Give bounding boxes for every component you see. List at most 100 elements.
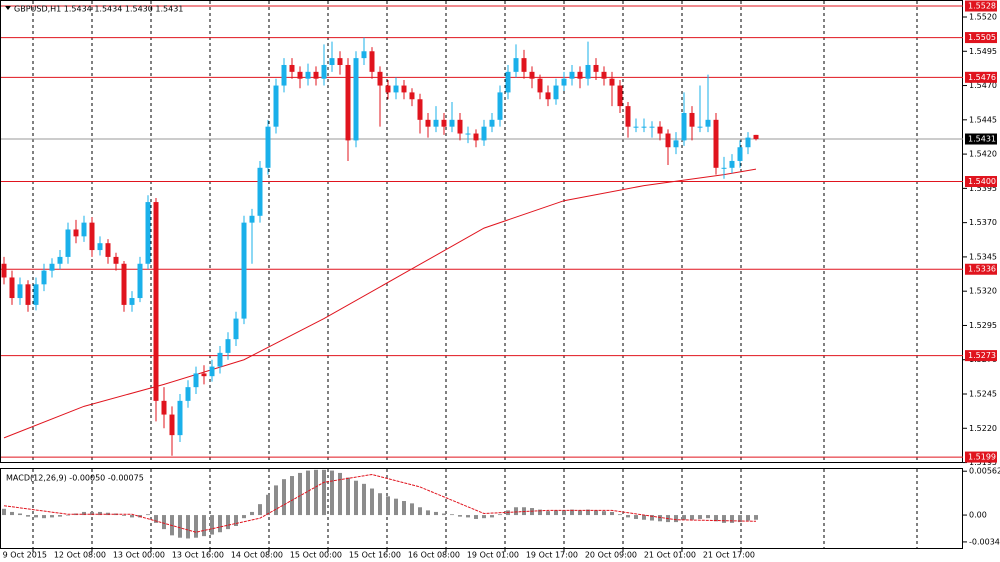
macd-bar	[282, 479, 286, 516]
candle-body	[505, 71, 511, 93]
macd-title: MACD(12,26,9) -0.00050 -0.00075	[6, 474, 144, 483]
level-box	[965, 71, 997, 83]
candle-body	[689, 112, 695, 127]
title-arrow	[5, 6, 11, 10]
x-tick-label: 19 Oct 17:00	[526, 551, 578, 560]
macd-bar	[378, 493, 382, 516]
candle-body	[17, 284, 23, 299]
moving-average	[3, 168, 757, 439]
macd-bar	[402, 501, 406, 516]
candle-body	[745, 137, 751, 148]
macd-bar	[554, 510, 558, 516]
y-tick-label: 1.5520	[969, 12, 997, 21]
candle-body	[513, 58, 519, 72]
candle-body	[49, 263, 55, 271]
macd-bar	[2, 508, 6, 516]
candle-body	[329, 58, 335, 65]
y-tick-label: 1.5470	[969, 81, 997, 90]
level-box	[965, 263, 997, 275]
macd-bar	[682, 515, 686, 520]
macd-bar	[450, 514, 454, 516]
macd-bar	[370, 488, 374, 516]
y-tick-label: 1.5295	[969, 321, 997, 330]
macd-bar	[66, 515, 70, 516]
candle-body	[225, 339, 231, 353]
level-box	[965, 32, 997, 44]
y-tick-label: 1.5245	[969, 390, 997, 399]
candle-body	[425, 119, 431, 127]
candle-body	[657, 126, 663, 134]
x-tick-label: 20 Oct 09:00	[585, 551, 637, 560]
candle-body	[601, 71, 607, 79]
x-tick-label: 12 Oct 08:00	[54, 551, 106, 560]
candle-body	[321, 64, 327, 79]
macd-bar	[474, 515, 478, 519]
macd-bar	[562, 510, 566, 516]
macd-bar	[538, 509, 542, 516]
x-tick-label: 13 Oct 16:00	[172, 551, 224, 560]
candle-body	[65, 229, 71, 257]
macd-bar	[154, 515, 158, 523]
candle-body	[25, 284, 31, 305]
candle-body	[153, 202, 159, 401]
macd-bar	[674, 515, 678, 523]
candle-body	[457, 119, 463, 134]
macd-bar	[306, 470, 310, 516]
macd-bar	[586, 509, 590, 516]
macd-bar	[90, 511, 94, 516]
candle-body	[193, 373, 199, 388]
candle-body	[121, 263, 127, 305]
y-tick-label: 0.00562	[969, 467, 1000, 476]
candle-body	[593, 64, 599, 72]
candle-body	[313, 71, 319, 79]
macd-bar	[274, 485, 278, 516]
candle-body	[561, 78, 567, 86]
candle-body	[9, 277, 15, 299]
candle-body	[97, 243, 103, 251]
x-tick-label: 15 Oct 16:00	[349, 551, 401, 560]
x-tick-label: 9 Oct 2015	[3, 551, 47, 560]
candle-body	[209, 366, 215, 377]
macd-bar	[98, 511, 102, 516]
macd-bar	[130, 515, 134, 518]
macd-bar	[34, 515, 38, 518]
macd-bar	[738, 515, 742, 523]
y-tick-label: 0.00	[969, 511, 987, 520]
macd-bar	[618, 514, 622, 516]
macd-bar	[322, 469, 326, 516]
candle-body	[217, 352, 223, 367]
candle-body	[265, 126, 271, 168]
x-tick-label: 16 Oct 08:00	[408, 551, 460, 560]
candle-body	[249, 215, 255, 223]
macd-bar	[18, 513, 22, 516]
macd-bar	[578, 510, 582, 516]
macd-bar	[290, 476, 294, 516]
y-tick-label: 1.5420	[969, 150, 997, 159]
y-tick-label: 1.5495	[969, 47, 997, 56]
candle-body	[449, 119, 455, 127]
candle-body	[305, 71, 311, 79]
candle-body	[633, 126, 639, 128]
macd-bar	[58, 515, 62, 517]
candle-body	[281, 64, 287, 86]
macd-bar	[754, 515, 758, 520]
macd-bar	[146, 514, 150, 516]
candle-body	[113, 256, 119, 264]
x-tick-label: 15 Oct 00:00	[290, 551, 342, 560]
macd-bar	[418, 507, 422, 516]
candle-body	[393, 85, 399, 93]
candle-body	[713, 119, 719, 168]
candle-body	[137, 263, 143, 299]
macd-bar	[242, 515, 246, 519]
macd-bar	[354, 480, 358, 516]
candle-body	[369, 51, 375, 72]
candle-body	[385, 85, 391, 93]
x-tick-label: 21 Oct 01:00	[644, 551, 696, 560]
candle-body	[241, 222, 247, 319]
candle-body	[185, 387, 191, 401]
macd-bar	[442, 513, 446, 516]
candle-body	[417, 99, 423, 120]
y-tick-label: 1.5370	[969, 218, 997, 227]
candle-body	[625, 106, 631, 127]
